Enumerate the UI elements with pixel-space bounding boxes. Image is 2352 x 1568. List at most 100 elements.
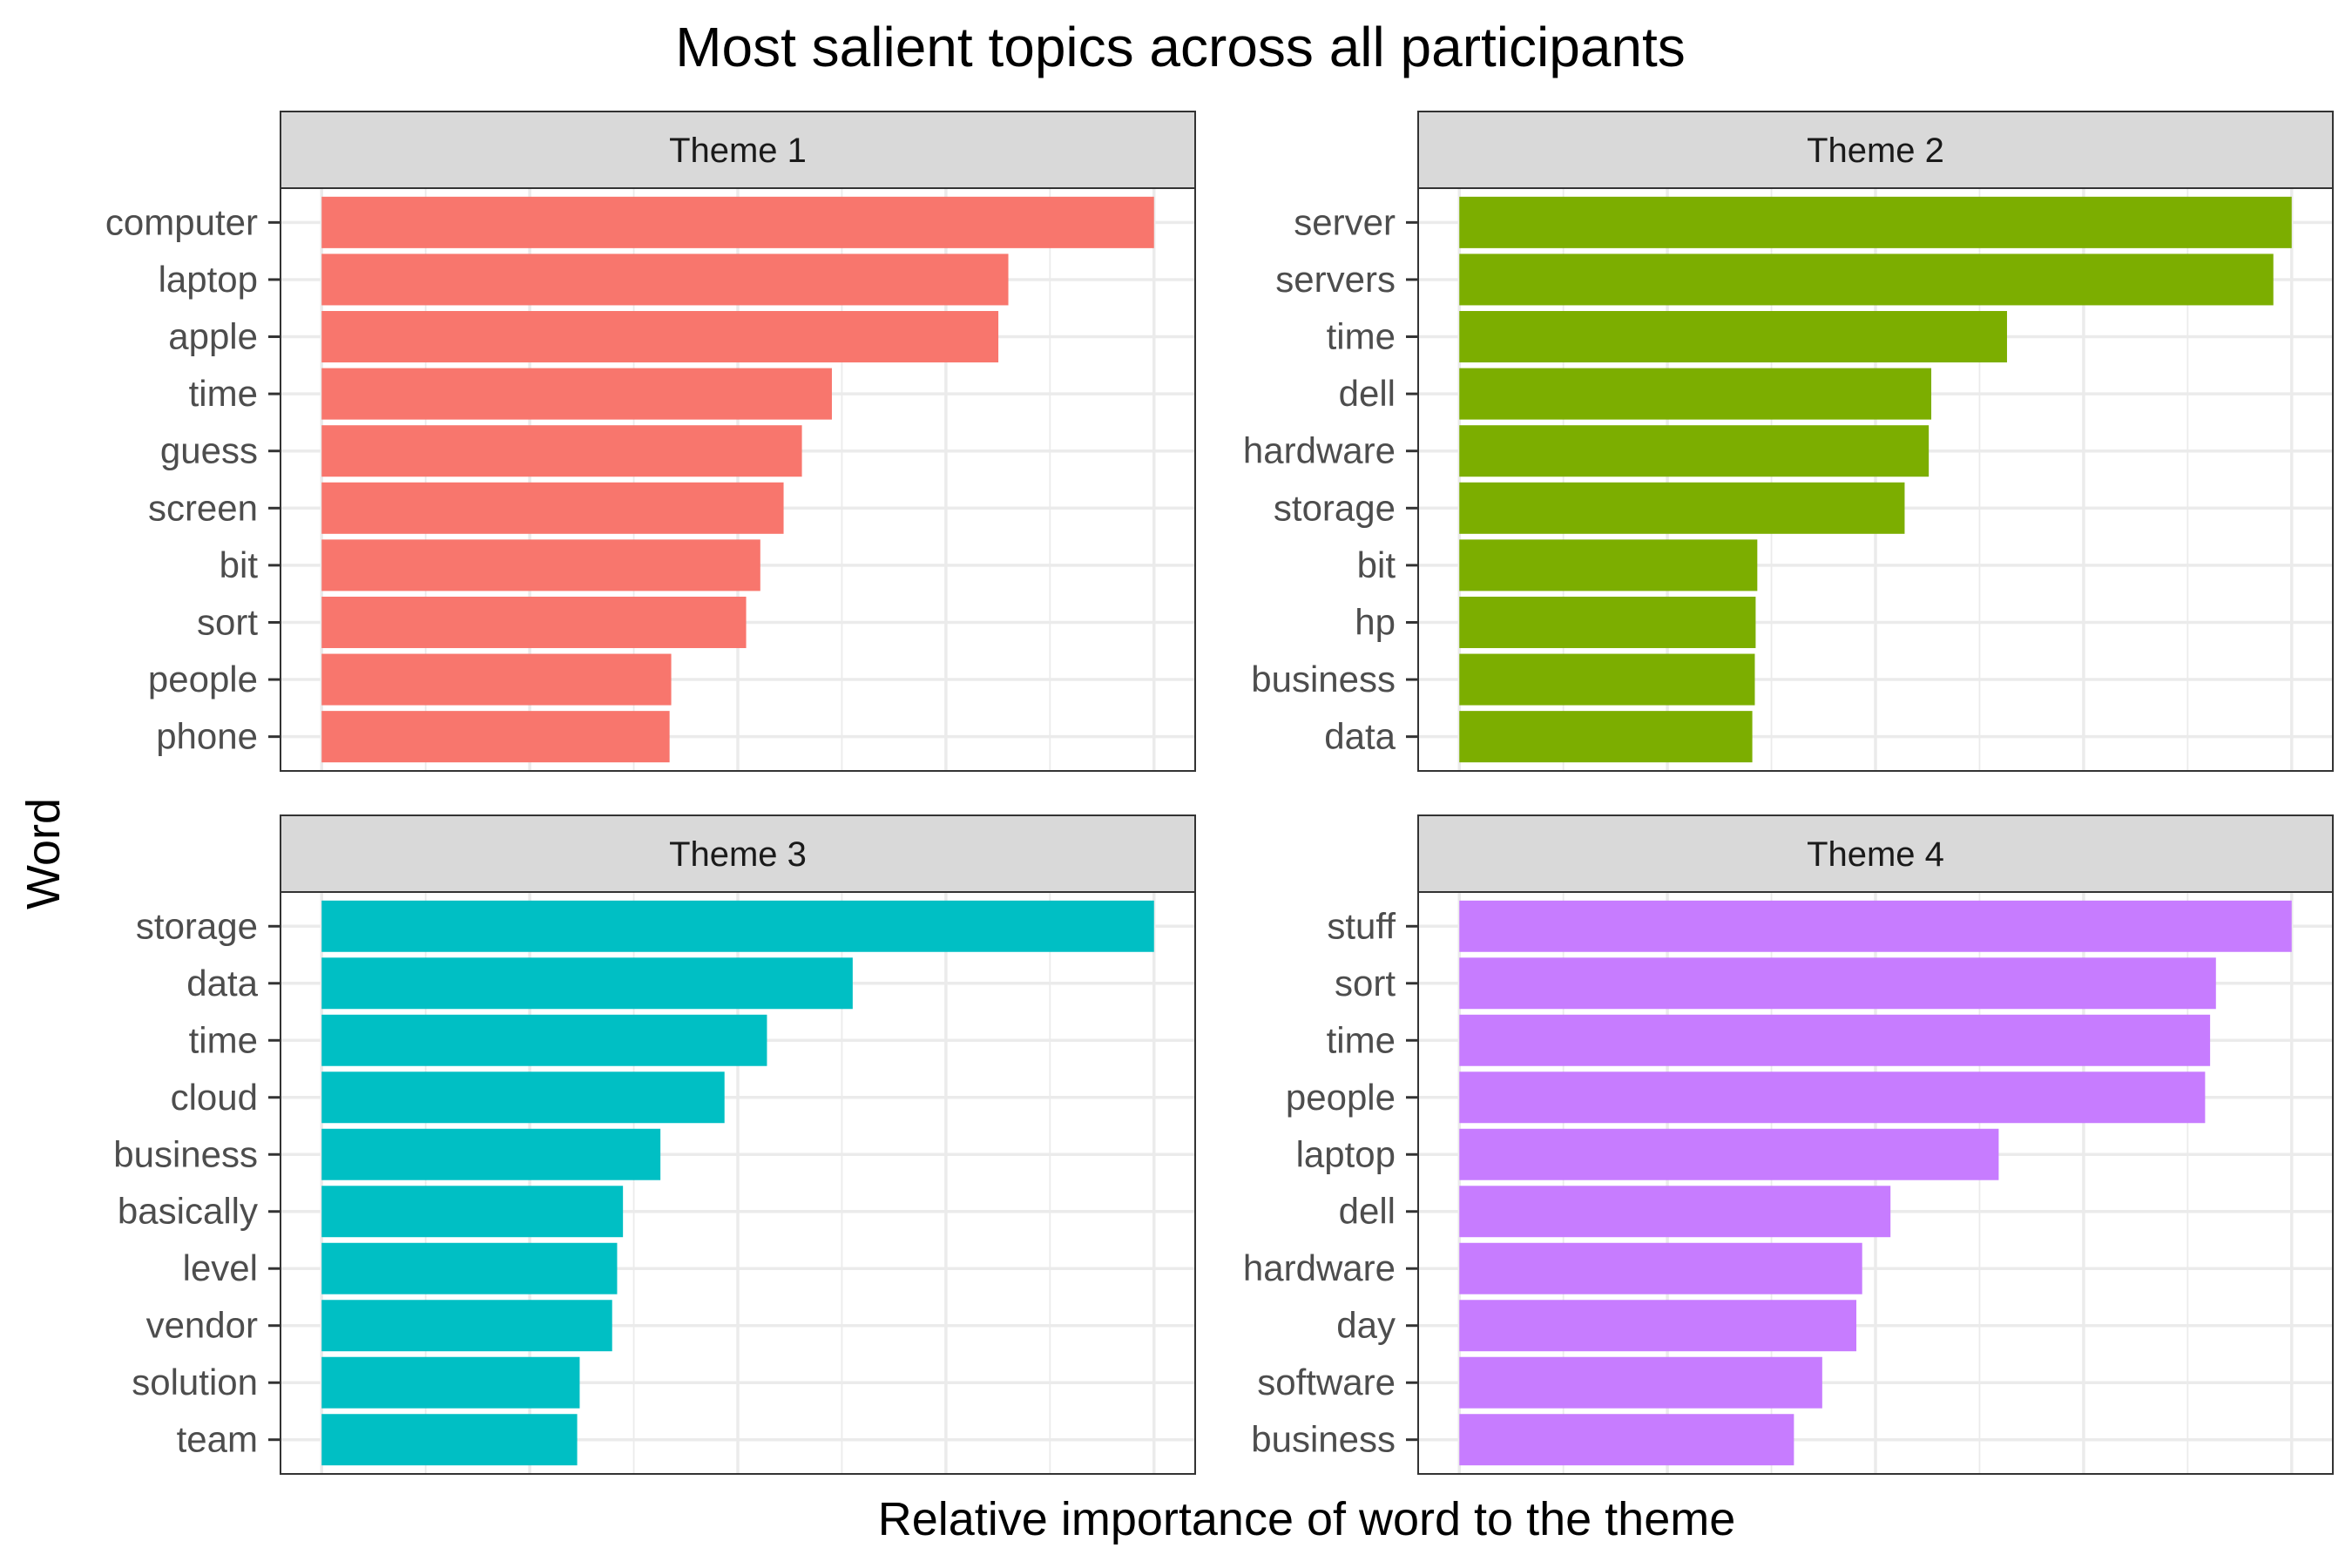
y-tick-label: basically bbox=[118, 1191, 258, 1232]
bar bbox=[1459, 711, 1753, 763]
y-tick-label: server bbox=[1294, 201, 1396, 242]
bar bbox=[1459, 653, 1755, 706]
bar bbox=[321, 311, 999, 363]
y-tick-label: laptop bbox=[1296, 1133, 1396, 1174]
bar bbox=[321, 1300, 612, 1352]
y-tick-label: hardware bbox=[1243, 430, 1396, 471]
bar bbox=[321, 368, 832, 420]
bar bbox=[321, 711, 670, 763]
y-tick-label: bit bbox=[220, 544, 259, 585]
bar bbox=[1459, 253, 2274, 306]
facet-panel: Theme 3 storage data time cloud business basic… bbox=[113, 814, 1196, 1475]
bar bbox=[1459, 368, 1932, 420]
bar bbox=[321, 596, 747, 648]
facet-strip bbox=[280, 111, 1196, 189]
y-tick-label: storage bbox=[136, 905, 258, 946]
y-tick-label: apple bbox=[168, 316, 258, 357]
y-tick-label: team bbox=[177, 1419, 258, 1460]
bar bbox=[1459, 1242, 1862, 1294]
bar bbox=[321, 196, 1154, 248]
bar bbox=[1459, 196, 2292, 248]
facet-panel: Theme 1 computer laptop apple time guess scree… bbox=[105, 111, 1196, 772]
bar bbox=[1459, 1128, 1999, 1180]
bar bbox=[321, 253, 1009, 306]
panel-border bbox=[280, 891, 1196, 1475]
facet-strip-label: Theme 3 bbox=[669, 835, 807, 874]
y-tick-label: data bbox=[1324, 716, 1396, 757]
y-tick-label: time bbox=[1327, 1019, 1396, 1060]
bar bbox=[321, 539, 760, 591]
facet-strip bbox=[1417, 111, 2334, 189]
bar bbox=[321, 1356, 580, 1409]
bar bbox=[1459, 1356, 1822, 1409]
facet-panel: Theme 4 stuff sort time people laptop dell hard… bbox=[1243, 814, 2334, 1475]
y-tick-label: hp bbox=[1355, 601, 1396, 642]
facet-strip bbox=[1417, 814, 2334, 893]
bar bbox=[1459, 957, 2216, 1010]
bar bbox=[321, 653, 672, 706]
y-tick-label: solution bbox=[132, 1362, 258, 1402]
bar bbox=[1459, 900, 2292, 952]
chart-title: Most salient topics across all participa… bbox=[675, 16, 1686, 78]
bar bbox=[1459, 1014, 2211, 1066]
y-tick-label: cloud bbox=[171, 1077, 258, 1118]
facet-panel: Theme 2 server servers time dell hardware stor… bbox=[1243, 111, 2334, 772]
facet-strip-label: Theme 2 bbox=[1807, 132, 1944, 170]
bar bbox=[1459, 425, 1930, 477]
y-tick-label: software bbox=[1257, 1362, 1396, 1402]
bar bbox=[321, 900, 1154, 952]
y-tick-label: data bbox=[186, 963, 258, 1004]
y-tick-label: stuff bbox=[1327, 905, 1396, 946]
facet-strip bbox=[280, 814, 1196, 893]
y-tick-label: business bbox=[113, 1133, 258, 1174]
facet-strip-label: Theme 4 bbox=[1807, 835, 1944, 874]
y-tick-label: sort bbox=[1335, 963, 1396, 1004]
y-tick-label: time bbox=[189, 373, 258, 414]
bar bbox=[1459, 1300, 1857, 1352]
y-tick-label: people bbox=[148, 659, 258, 700]
y-tick-label: storage bbox=[1274, 487, 1396, 528]
bar bbox=[1459, 596, 1756, 648]
bar bbox=[1459, 1071, 2206, 1124]
y-tick-label: screen bbox=[148, 487, 258, 528]
bar bbox=[321, 1186, 624, 1238]
y-tick-label: business bbox=[1251, 659, 1396, 700]
y-tick-label: phone bbox=[156, 716, 258, 757]
bar bbox=[1459, 539, 1758, 591]
y-tick-label: time bbox=[189, 1019, 258, 1060]
bar bbox=[321, 1071, 725, 1124]
panel-border bbox=[1417, 187, 2334, 772]
y-tick-label: computer bbox=[105, 201, 258, 242]
bar bbox=[321, 957, 853, 1010]
bar bbox=[321, 425, 802, 477]
y-tick-label: level bbox=[183, 1247, 258, 1288]
y-tick-label: people bbox=[1286, 1077, 1396, 1118]
y-tick-label: dell bbox=[1339, 1191, 1396, 1232]
panel-border bbox=[1417, 891, 2334, 1475]
y-tick-label: bit bbox=[1357, 544, 1396, 585]
y-axis-title: Word bbox=[17, 798, 70, 909]
y-tick-label: hardware bbox=[1243, 1247, 1396, 1288]
bar bbox=[321, 1242, 618, 1294]
x-axis-title: Relative importance of word to the theme bbox=[878, 1493, 1736, 1545]
facet-strip-label: Theme 1 bbox=[669, 132, 807, 170]
y-tick-label: day bbox=[1336, 1305, 1396, 1346]
y-tick-label: servers bbox=[1275, 259, 1396, 300]
y-tick-label: time bbox=[1327, 316, 1396, 357]
y-tick-label: business bbox=[1251, 1419, 1396, 1460]
y-tick-label: laptop bbox=[159, 259, 258, 300]
bar bbox=[1459, 1414, 1794, 1466]
bar bbox=[321, 482, 784, 534]
bar bbox=[321, 1414, 578, 1466]
bar bbox=[1459, 482, 1905, 534]
bar bbox=[1459, 1186, 1891, 1238]
y-tick-label: vendor bbox=[146, 1305, 258, 1346]
panel-border bbox=[280, 187, 1196, 772]
y-tick-label: guess bbox=[160, 430, 258, 471]
bar bbox=[321, 1014, 767, 1066]
bar bbox=[1459, 311, 2007, 363]
y-tick-label: sort bbox=[197, 601, 258, 642]
facet-panels: Theme 1 computer laptop apple time guess scree… bbox=[105, 111, 2334, 1475]
bar bbox=[321, 1128, 661, 1180]
